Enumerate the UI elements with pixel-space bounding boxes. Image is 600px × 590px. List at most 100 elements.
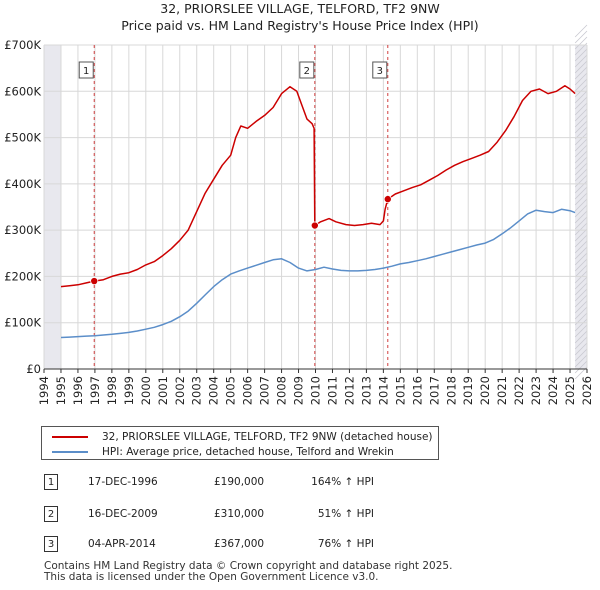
y-tick-label: £200K: [4, 269, 41, 283]
shade-hatch: [574, 234, 588, 248]
x-tick-label: 2012: [342, 376, 356, 405]
sale-price: £190,000: [214, 476, 265, 488]
shade-hatch: [574, 186, 588, 200]
x-tick-label: 2015: [393, 376, 407, 405]
sale-date: 17-DEC-1996: [88, 476, 158, 488]
sale-label: 1: [83, 66, 89, 77]
shade-hatch: [574, 342, 588, 356]
shade-hatch: [574, 228, 588, 242]
footer: Contains HM Land Registry data © Crown c…: [44, 561, 452, 583]
shade-hatch: [574, 198, 588, 212]
legend-label-hpi: HPI: Average price, detached house, Telf…: [102, 446, 394, 458]
x-tick-label: 2009: [292, 376, 306, 405]
sale-label-box: [372, 61, 388, 79]
sale-row: 3 04-APR-2014 £367,000 76% ↑ HPI: [44, 536, 564, 556]
legend-item-property: 32, PRIORSLEE VILLAGE, TELFORD, TF2 9NW …: [52, 430, 433, 444]
shade-hatch: [574, 144, 588, 158]
shade-hatch: [574, 216, 588, 230]
y-tick-label: £700K: [4, 38, 41, 52]
chart-title: 32, PRIORSLEE VILLAGE, TELFORD, TF2 9NW: [160, 1, 439, 16]
x-tick-label: 2024: [546, 376, 560, 405]
shade-hatch: [574, 270, 588, 284]
shade-hatch: [574, 324, 588, 338]
x-tick-label: 2014: [376, 376, 390, 405]
shade-hatch: [574, 282, 588, 296]
shade-hatch: [574, 258, 588, 272]
shade-hatch: [574, 288, 588, 302]
shade-hatch: [574, 168, 588, 182]
sale-hpi-change: 51% ↑ HPI: [317, 508, 374, 520]
chart-subtitle: Price paid vs. HM Land Registry's House …: [121, 18, 478, 33]
shade-before-data: [44, 45, 61, 369]
shade-hatch: [574, 180, 588, 194]
x-tick-label: 1996: [71, 376, 85, 405]
x-tick-label: 2011: [325, 376, 339, 405]
x-tick-label: 2008: [275, 376, 289, 405]
shade-hatch: [574, 132, 588, 146]
sale-row: 2 16-DEC-2009 £310,000 51% ↑ HPI: [44, 506, 564, 526]
sale-date: 04-APR-2014: [88, 538, 156, 550]
legend-item-hpi: HPI: Average price, detached house, Telf…: [52, 445, 394, 459]
shade-hatch: [574, 162, 588, 176]
x-tick-label: 2016: [410, 376, 424, 405]
x-tick-label: 2022: [512, 376, 526, 405]
shade-hatch: [574, 66, 588, 80]
y-tick-label: £600K: [4, 84, 41, 98]
shade-hatch: [574, 240, 588, 254]
shade-hatch: [574, 300, 588, 314]
shade-hatch: [574, 156, 588, 170]
x-tick-label: 2026: [580, 376, 594, 405]
shade-hatch: [574, 150, 588, 164]
sale-hpi-change: 76% ↑ HPI: [317, 538, 374, 550]
shade-hatch: [574, 120, 588, 134]
shade-hatch: [574, 354, 588, 368]
x-tick-label: 2017: [427, 376, 441, 405]
x-tick-label: 2021: [495, 376, 509, 405]
sale-point: [383, 195, 392, 204]
shade-hatch: [574, 48, 588, 62]
sale-date: 16-DEC-2009: [88, 508, 158, 520]
footer-copyright: Contains HM Land Registry data © Crown c…: [44, 560, 453, 572]
shade-hatch: [574, 90, 588, 104]
x-tick-label: 1994: [37, 376, 51, 405]
shade-hatch: [574, 222, 588, 236]
sale-row: 1 17-DEC-1996 £190,000 164% ↑ HPI: [44, 474, 564, 494]
sale-label-box: [299, 61, 315, 79]
sale-label-box: [78, 61, 94, 79]
shade-hatch: [574, 246, 588, 260]
x-tick-label: 2002: [173, 376, 187, 405]
shade-hatch: [574, 96, 588, 110]
x-tick-label: 2019: [461, 376, 475, 405]
shade-hatch: [574, 330, 588, 344]
shade-hatch: [574, 78, 588, 92]
sale-label: 3: [377, 66, 383, 77]
sale-point: [90, 277, 99, 286]
sale-price: £310,000: [214, 508, 265, 520]
legend-swatch-property: [52, 436, 88, 438]
sale-label: 2: [304, 66, 310, 77]
x-tick-label: 2023: [529, 376, 543, 405]
shade-hatch: [574, 306, 588, 320]
sale-hpi-change: 164% ↑ HPI: [311, 476, 374, 488]
shade-hatch: [574, 138, 588, 152]
x-tick-label: 2003: [190, 376, 204, 405]
sale-price: £367,000: [214, 538, 265, 550]
legend-swatch-hpi: [52, 451, 88, 453]
shade-hatch: [574, 276, 588, 290]
sale-point: [310, 221, 319, 230]
legend-label-property: 32, PRIORSLEE VILLAGE, TELFORD, TF2 9NW …: [102, 431, 433, 443]
price-chart: 32, PRIORSLEE VILLAGE, TELFORD, TF2 9NW …: [4, 1, 594, 405]
x-tick-label: 2013: [359, 376, 373, 405]
shade-hatch: [574, 54, 588, 68]
y-tick-label: £100K: [4, 316, 41, 330]
x-tick-label: 2001: [156, 376, 170, 405]
y-tick-label: £0: [26, 362, 41, 376]
y-tick-label: £400K: [4, 177, 41, 191]
shade-hatch: [574, 192, 588, 206]
x-tick-label: 2007: [258, 376, 272, 405]
x-tick-label: 2004: [207, 376, 221, 405]
shade-hatch: [574, 348, 588, 362]
shade-hatch: [574, 360, 588, 374]
shade-hatch: [574, 30, 588, 44]
x-tick-label: 2018: [444, 376, 458, 405]
